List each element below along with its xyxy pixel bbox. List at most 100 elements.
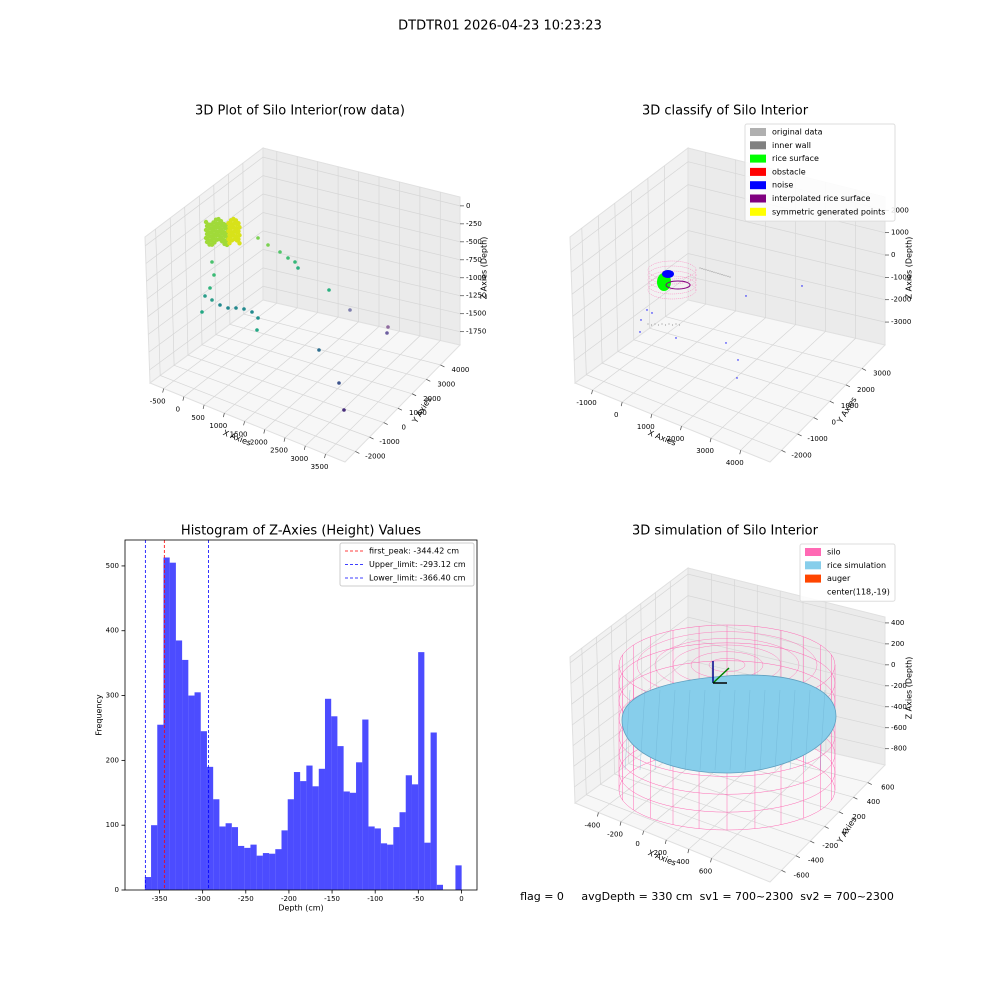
tick-mark	[355, 451, 360, 454]
bar	[380, 843, 388, 890]
y-tick-label: -600	[794, 871, 810, 879]
bar	[318, 768, 325, 890]
charts: -5000500100015002000250030003500-2000-10…	[95, 104, 914, 913]
z-tick-label: -500	[466, 238, 482, 246]
x-tick-label: 2000	[250, 439, 268, 447]
tick-mark	[383, 422, 388, 425]
z-tick-label: 0	[466, 202, 470, 210]
bar	[206, 766, 214, 890]
rice-mesh	[699, 689, 706, 771]
legend-label: Upper_limit: -293.12 cm	[369, 560, 466, 569]
z-tick-label: -3000	[891, 318, 911, 326]
bar	[262, 853, 270, 890]
tick-mark	[303, 445, 306, 450]
raw-point	[385, 331, 389, 335]
tick-mark	[795, 855, 801, 858]
z-tick-label: -200	[891, 682, 907, 690]
legend-swatch	[805, 548, 821, 556]
bar	[374, 828, 381, 890]
rice-mesh	[684, 689, 691, 771]
grid-line	[572, 230, 886, 317]
original-point	[661, 323, 663, 325]
bar	[343, 791, 350, 890]
legend-swatch	[750, 128, 766, 136]
x-tick-label: 3000	[696, 447, 714, 455]
z-tick-label: -1500	[466, 310, 486, 318]
original-point	[671, 324, 674, 326]
bar	[393, 827, 400, 890]
tick-mark	[324, 454, 326, 459]
suptitle: DTDTR01 2026-04-23 10:23:23	[398, 19, 602, 34]
tick-mark	[263, 429, 266, 434]
noise-point	[651, 312, 653, 314]
grid-line	[610, 625, 811, 842]
x-tick-label: 500	[191, 414, 204, 422]
tick-mark	[829, 400, 834, 404]
bar	[337, 746, 344, 890]
original-point	[699, 267, 701, 269]
pane-floor	[573, 299, 886, 463]
tick-mark	[597, 812, 599, 817]
original-point	[705, 269, 707, 271]
y-tick-label: 2000	[857, 386, 875, 394]
raw-point	[250, 310, 254, 314]
tick-mark	[369, 436, 374, 440]
y-tick-label: 0	[115, 886, 119, 894]
bar	[238, 845, 245, 890]
y-tick-label: 500	[106, 562, 119, 570]
grid-line	[149, 285, 461, 371]
x-tick-label: -50	[413, 895, 424, 903]
grid-line	[146, 193, 461, 282]
x-tick-label: 1500	[230, 430, 248, 438]
z-tick-label: 1000	[891, 229, 909, 237]
bar	[225, 823, 232, 890]
bar	[269, 853, 276, 890]
x-tick-label: -250	[238, 895, 254, 903]
tick-mark	[687, 849, 690, 854]
wall-ring	[647, 275, 697, 295]
bar	[436, 884, 444, 890]
tick-mark	[838, 811, 844, 815]
tick-mark	[283, 437, 286, 442]
grid-line	[145, 175, 461, 264]
z-axis-label: Z Axies (Depth)	[905, 237, 914, 300]
tick-mark	[620, 402, 623, 407]
y-tick-label: -1000	[379, 438, 399, 446]
grid-line	[740, 189, 856, 451]
bar	[418, 652, 425, 890]
raw-point	[255, 328, 259, 332]
rice-simulation	[621, 674, 837, 774]
bar	[300, 781, 307, 890]
grid-line	[711, 602, 827, 859]
bar	[175, 640, 183, 890]
raw-point	[286, 256, 290, 260]
z-tick-label: 400	[891, 619, 904, 627]
raw-point	[256, 316, 260, 320]
y-tick-label: 600	[881, 784, 894, 792]
grid-line	[325, 192, 441, 455]
tick-mark	[411, 393, 417, 397]
tick-mark	[243, 421, 245, 426]
rice-point	[237, 233, 242, 238]
raw-point	[208, 286, 212, 290]
raw-point	[226, 306, 230, 310]
legend-label: symmetric generated points	[772, 207, 885, 216]
grid-line	[681, 174, 796, 427]
original-point	[707, 269, 709, 271]
original-point	[717, 272, 719, 274]
z-tick-label: -600	[891, 724, 907, 732]
raw-point	[210, 298, 214, 302]
y-tick-label: 2000	[423, 395, 441, 403]
tick-mark	[619, 821, 622, 826]
rice-mesh	[624, 689, 631, 771]
z-tick-label: -750	[466, 256, 482, 264]
z-axis-label: Z Axies (Depth)	[480, 237, 489, 300]
bar	[231, 827, 239, 890]
noise-point	[639, 331, 641, 333]
bar	[455, 865, 462, 890]
grid-line	[664, 165, 863, 369]
y-tick-label: 400	[867, 798, 880, 806]
original-point	[657, 324, 660, 326]
y-tick-label: -1000	[807, 435, 827, 443]
tick-mark	[824, 826, 829, 829]
